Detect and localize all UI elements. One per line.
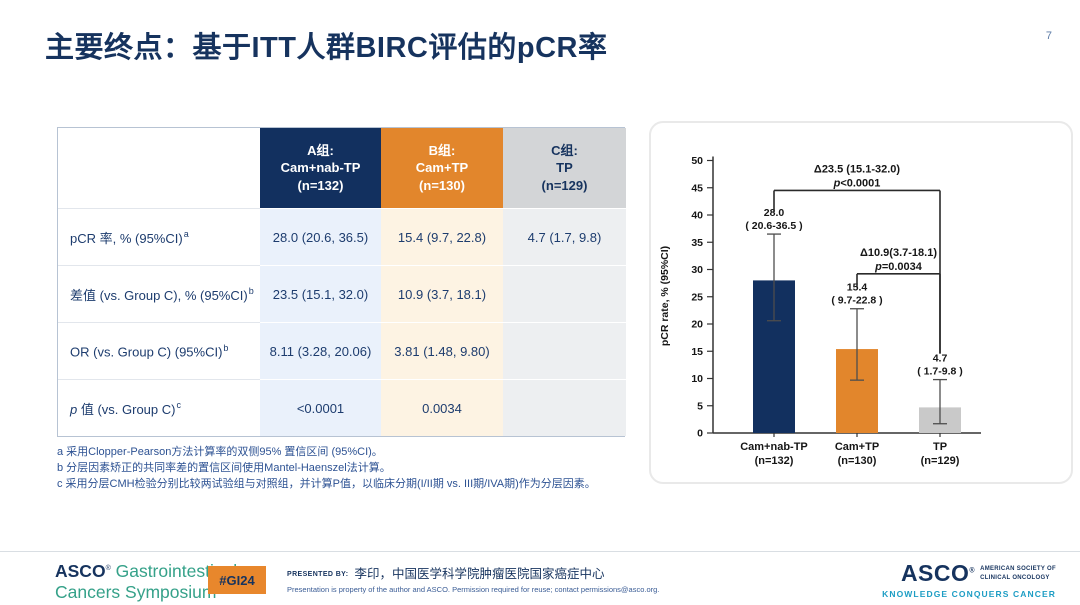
row-label-p-value: p 值 (vs. Group C)c	[58, 379, 260, 436]
comparison-delta-label: Δ10.9(3.7-18.1)	[860, 247, 937, 259]
footer: ASCO® Gastrointestinal Cancers Symposium…	[0, 551, 1080, 605]
comparison-p-label: p<0.0001	[833, 177, 881, 189]
table-corner-cell	[58, 128, 260, 208]
x-category-label: TP	[933, 441, 947, 453]
row-label-odds-ratio: OR (vs. Group C) (95%CI)b	[58, 322, 260, 379]
table-cell: 23.5 (15.1, 32.0)	[260, 265, 381, 322]
bar-value-label: 4.7	[933, 353, 948, 365]
page-title: 主要终点：基于ITT人群BIRC评估的pCR率	[45, 32, 608, 64]
y-tick-label: 30	[691, 264, 703, 276]
footnotes: a 采用Clopper-Pearson方法计算率的双侧95% 置信区间 (95%…	[57, 444, 596, 492]
page-number: 7	[1045, 30, 1052, 42]
x-category-label: (n=130)	[838, 455, 877, 467]
asco-tagline: KNOWLEDGE CONQUERS CANCER	[882, 589, 1056, 599]
table-cell: 28.0 (20.6, 36.5)	[260, 208, 381, 265]
bar-value-label: ( 9.7-22.8 )	[831, 295, 882, 307]
footnote-a: a 采用Clopper-Pearson方法计算率的双侧95% 置信区间 (95%…	[57, 446, 383, 458]
column-header-group-c: C组: TP (n=129)	[503, 128, 626, 208]
x-category-label: Cam+nab-TP	[740, 441, 808, 453]
y-tick-label: 20	[691, 319, 703, 331]
asco-logo: ASCO® AMERICAN SOCIETY OF CLINICAL ONCOL…	[882, 560, 1056, 599]
x-category-label: (n=132)	[755, 455, 794, 467]
presented-by-label: PRESENTED BY:	[287, 571, 349, 578]
column-header-group-b: B组: Cam+TP (n=130)	[381, 128, 503, 208]
symposium-logo: ASCO® Gastrointestinal Cancers Symposium	[55, 561, 238, 602]
table-cell: 15.4 (9.7, 22.8)	[381, 208, 503, 265]
table-cell	[503, 322, 626, 379]
y-tick-label: 5	[697, 400, 703, 412]
presented-by: PRESENTED BY: 李印，中国医学科学院肿瘤医院国家癌症中心	[287, 563, 604, 583]
y-tick-label: 10	[691, 373, 703, 385]
footnote-b: b 分层因素矫正的共同率差的置信区间使用Mantel-Haenszel法计算。	[57, 462, 391, 474]
table-cell: 3.81 (1.48, 9.80)	[381, 322, 503, 379]
pcr-bar-chart: 0 5 10 15 20 25 30 35 40 45 50 pCR rate, % (95%CI) 2…	[659, 155, 981, 467]
table-cell: 4.7 (1.7, 9.8)	[503, 208, 626, 265]
disclaimer-text: Presentation is property of the author a…	[287, 585, 660, 594]
y-tick-label: 0	[697, 428, 703, 440]
table-cell: 8.11 (3.28, 20.06)	[260, 322, 381, 379]
footnote-c: c 采用分层CMH检验分别比较两试验组与对照组，并计算P值，以临床分期(I/II…	[57, 478, 596, 490]
bar-value-label: 15.4	[847, 282, 868, 294]
x-category-label: (n=129)	[921, 455, 960, 467]
table-cell: 10.9 (3.7, 18.1)	[381, 265, 503, 322]
y-tick-label: 45	[691, 182, 703, 194]
results-table: A组: Cam+nab-TP (n=132) B组: Cam+TP (n=130…	[57, 127, 626, 437]
y-tick-label: 40	[691, 210, 703, 222]
y-axis-label: pCR rate, % (95%CI)	[659, 246, 671, 346]
x-category-label: Cam+TP	[835, 441, 879, 453]
pcr-bar-chart-panel: 0 5 10 15 20 25 30 35 40 45 50 pCR rate, % (95%CI) 2…	[649, 121, 1073, 484]
row-label-difference: 差值 (vs. Group C), % (95%CI)b	[58, 265, 260, 322]
comparison-delta-label: Δ23.5 (15.1-32.0)	[814, 163, 901, 175]
row-label-pcr-rate: pCR 率, % (95%CI)a	[58, 208, 260, 265]
bar-value-label: 28.0	[764, 207, 785, 219]
table-cell	[503, 265, 626, 322]
bar-value-label: ( 20.6-36.5 )	[745, 220, 802, 232]
y-tick-label: 15	[691, 346, 703, 358]
hashtag-badge: #GI24	[208, 566, 266, 594]
y-tick-label: 50	[691, 155, 703, 167]
comparison-p-label: p=0.0034	[874, 261, 923, 273]
table-cell: <0.0001	[260, 379, 381, 436]
table-cell	[503, 379, 626, 436]
presenter-name: 李印，中国医学科学院肿瘤医院国家癌症中心	[354, 567, 605, 581]
bar-value-label: ( 1.7-9.8 )	[917, 366, 963, 378]
y-tick-label: 35	[691, 237, 703, 249]
column-header-group-a: A组: Cam+nab-TP (n=132)	[260, 128, 381, 208]
y-tick-label: 25	[691, 291, 703, 303]
table-cell: 0.0034	[381, 379, 503, 436]
